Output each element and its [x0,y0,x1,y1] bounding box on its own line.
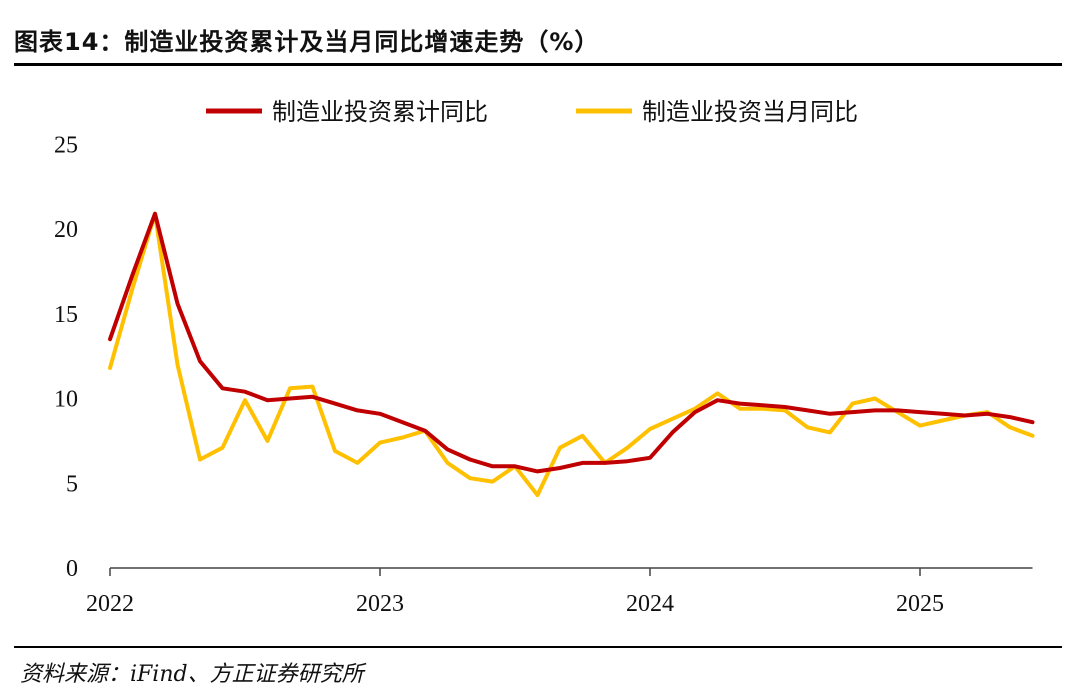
chart-title: 图表14：制造业投资累计及当月同比增速走势（%） [14,28,600,56]
y-tick-label: 25 [54,132,78,158]
x-tick-label: 2025 [896,591,944,617]
x-tick-label: 2024 [626,591,674,617]
series-lines [108,211,1035,498]
x-tick-label: 2022 [86,591,134,617]
y-tick-label: 10 [54,387,78,413]
legend-label: 制造业投资当月同比 [642,98,858,126]
y-tick-label: 5 [66,471,78,497]
source-note: 资料来源：iFind、方正证券研究所 [20,662,364,687]
y-tick-label: 0 [66,556,78,582]
series-line-0 [108,211,1035,474]
title-divider [14,63,1062,66]
legend-label: 制造业投资累计同比 [272,98,488,126]
x-tick-label: 2023 [356,591,404,617]
y-tick-label: 20 [54,217,78,243]
footer-divider [14,646,1062,648]
y-tick-label: 15 [54,302,78,328]
series-line-1 [108,211,1035,498]
legend: 制造业投资累计同比 制造业投资当月同比 [206,98,858,126]
